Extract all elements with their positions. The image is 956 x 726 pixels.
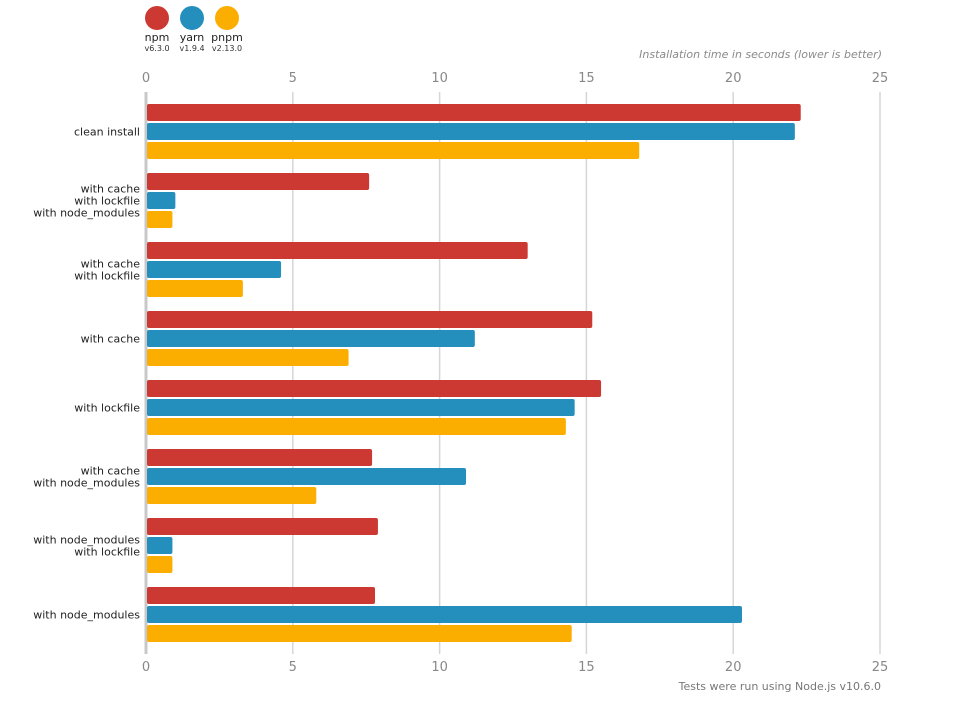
category-label: with node_modules	[33, 207, 140, 220]
bar-pnpm	[147, 487, 317, 504]
bar-yarn	[147, 606, 743, 623]
legend-swatch-npm	[145, 6, 169, 30]
bar-pnpm	[147, 211, 173, 228]
legend-item-npm[interactable]: npm v6.3.0	[142, 6, 172, 54]
legend-item-pnpm[interactable]: pnpm v2.13.0	[211, 6, 243, 54]
bar-npm	[147, 311, 593, 328]
category-label: with cache	[81, 333, 141, 346]
legend-item-yarn[interactable]: yarn v1.9.4	[177, 6, 207, 54]
category-label: with lockfile	[74, 195, 140, 208]
bar-yarn	[147, 537, 173, 554]
category-label: with cache	[81, 183, 141, 196]
x-tick-label-top: 0	[142, 71, 150, 86]
category-label: clean install	[74, 126, 140, 139]
x-tick-label-bottom: 5	[289, 660, 297, 675]
legend-version: v2.13.0	[211, 44, 243, 53]
category-label: with lockfile	[74, 402, 140, 415]
bar-npm	[147, 587, 376, 604]
legend: npm v6.3.0 yarn v1.9.4 pnpm v2.13.0	[142, 6, 243, 54]
category-label: with lockfile	[74, 546, 140, 559]
bar-yarn	[147, 330, 475, 347]
legend-label: pnpm	[211, 31, 243, 44]
category-label: with cache	[81, 465, 141, 478]
x-tick-label-bottom: 0	[142, 660, 150, 675]
category-label: with node_modules	[33, 534, 140, 547]
x-tick-label-bottom: 20	[725, 660, 742, 675]
legend-label: yarn	[179, 31, 205, 44]
bar-pnpm	[147, 418, 566, 435]
bar-yarn	[147, 192, 176, 209]
bar-pnpm	[147, 142, 640, 159]
legend-swatch-yarn	[180, 6, 204, 30]
x-tick-label-top: 20	[725, 71, 742, 86]
x-tick-label-bottom: 15	[578, 660, 595, 675]
bar-npm	[147, 242, 528, 259]
bar-npm	[147, 173, 370, 190]
x-tick-label-top: 25	[872, 71, 889, 86]
bar-pnpm	[147, 556, 173, 573]
category-label: with node_modules	[33, 609, 140, 622]
bar-yarn	[147, 468, 467, 485]
category-label: with cache	[81, 258, 141, 271]
x-tick-label-top: 15	[578, 71, 595, 86]
bar-npm	[147, 380, 602, 397]
bar-pnpm	[147, 280, 243, 297]
legend-swatch-pnpm	[215, 6, 239, 30]
axis-title: Installation time in seconds (lower is b…	[639, 48, 882, 61]
bar-npm	[147, 518, 378, 535]
bar-npm	[147, 449, 373, 466]
legend-version: v1.9.4	[179, 44, 205, 53]
bar-pnpm	[147, 349, 349, 366]
category-label: with node_modules	[33, 477, 140, 490]
bar-yarn	[147, 399, 575, 416]
legend-version: v6.3.0	[144, 44, 170, 53]
x-tick-label-bottom: 25	[872, 660, 889, 675]
footnote: Tests were run using Node.js v10.6.0	[678, 680, 881, 693]
legend-label: npm	[144, 31, 170, 44]
category-label: with lockfile	[74, 270, 140, 283]
bar-npm	[147, 104, 801, 121]
bar-pnpm	[147, 625, 572, 642]
x-tick-label-bottom: 10	[431, 660, 448, 675]
x-tick-label-top: 5	[289, 71, 297, 86]
bar-yarn	[147, 261, 282, 278]
x-tick-label-top: 10	[431, 71, 448, 86]
bar-yarn	[147, 123, 795, 140]
